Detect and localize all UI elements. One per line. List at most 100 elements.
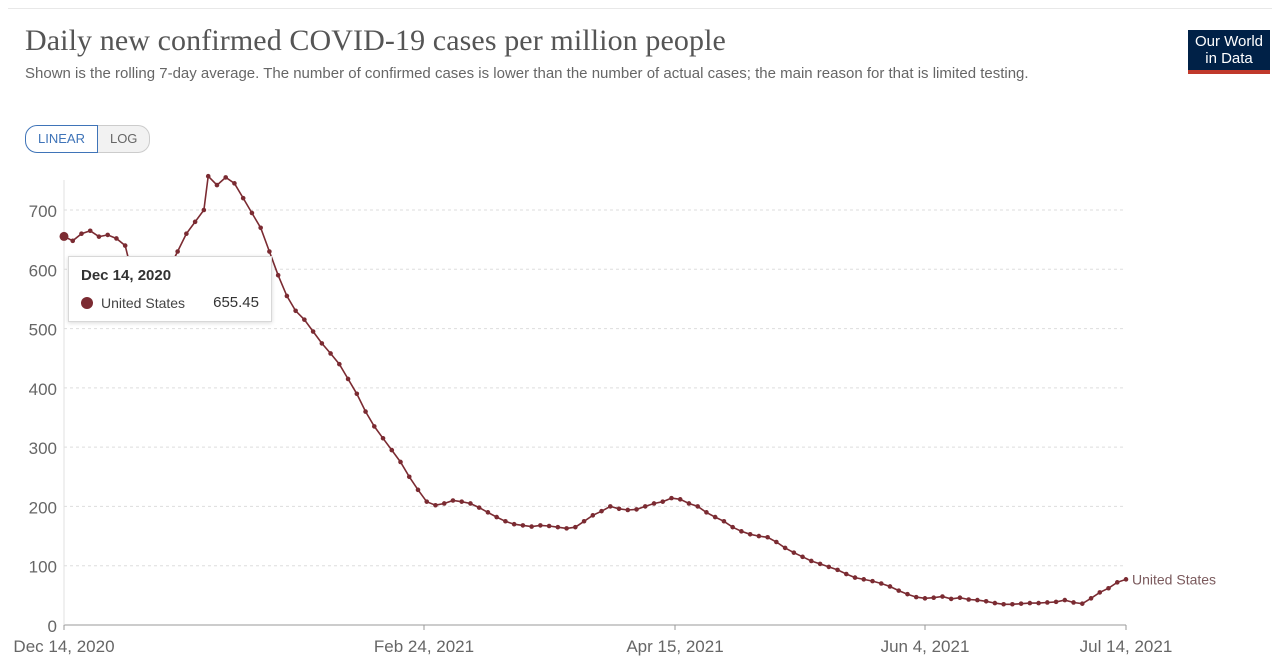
data-point[interactable] [922, 596, 928, 601]
data-point[interactable] [940, 594, 945, 599]
data-point[interactable] [293, 308, 298, 314]
data-point[interactable] [747, 531, 753, 537]
data-point[interactable] [319, 341, 325, 346]
data-point[interactable] [380, 435, 386, 441]
data-point[interactable] [476, 505, 482, 510]
data-point[interactable] [205, 173, 211, 179]
data-point[interactable] [363, 409, 368, 414]
data-point[interactable] [695, 504, 701, 509]
data-point[interactable] [896, 588, 902, 593]
log-scale-button[interactable]: LOG [97, 125, 151, 153]
data-point[interactable] [966, 597, 971, 602]
data-point[interactable] [669, 495, 674, 501]
data-point[interactable] [389, 447, 395, 453]
data-point[interactable] [607, 504, 613, 509]
data-point[interactable] [258, 225, 263, 231]
data-point[interactable] [192, 219, 198, 225]
data-point[interactable] [70, 238, 76, 244]
data-point[interactable] [201, 207, 207, 213]
data-point[interactable] [992, 600, 998, 606]
data-point[interactable] [861, 577, 867, 582]
data-point[interactable] [642, 504, 648, 509]
data-point[interactable] [503, 518, 508, 524]
data-point[interactable] [1071, 600, 1076, 605]
data-point[interactable] [345, 376, 351, 382]
data-point[interactable] [826, 564, 832, 570]
data-point[interactable] [538, 523, 543, 528]
data-point[interactable] [398, 459, 403, 465]
data-point[interactable] [1088, 596, 1094, 601]
data-point[interactable] [485, 510, 491, 515]
data-point[interactable] [87, 228, 93, 234]
data-point[interactable] [1010, 601, 1015, 607]
owid-logo[interactable]: Our World in Data [1188, 30, 1270, 74]
data-point[interactable] [1123, 577, 1129, 582]
data-point[interactable] [948, 596, 954, 602]
linear-scale-button[interactable]: LINEAR [25, 125, 98, 153]
data-point[interactable] [835, 567, 840, 573]
data-point[interactable] [931, 595, 937, 601]
data-point[interactable] [424, 499, 430, 504]
data-point[interactable] [843, 571, 849, 577]
data-point[interactable] [450, 498, 456, 503]
data-point[interactable] [105, 232, 111, 238]
data-point[interactable] [284, 293, 290, 299]
data-point[interactable] [590, 513, 596, 518]
data-point[interactable] [1045, 600, 1050, 605]
data-point[interactable] [878, 581, 884, 586]
data-point[interactable] [1027, 600, 1033, 606]
data-point[interactable] [328, 351, 333, 356]
data-point[interactable] [791, 550, 797, 555]
data-point[interactable] [870, 578, 875, 584]
data-point[interactable] [774, 539, 779, 545]
data-point[interactable] [809, 558, 814, 564]
data-point[interactable] [852, 575, 858, 580]
data-point[interactable] [59, 231, 69, 241]
data-point[interactable] [983, 598, 989, 604]
data-point[interactable] [555, 524, 561, 530]
data-point[interactable] [459, 499, 465, 504]
data-point[interactable] [712, 514, 718, 520]
data-point[interactable] [511, 521, 517, 527]
data-point[interactable] [1053, 599, 1059, 605]
data-point[interactable] [677, 497, 683, 502]
data-point[interactable] [494, 514, 499, 520]
data-point[interactable] [337, 361, 342, 367]
data-point[interactable] [887, 584, 893, 589]
data-point[interactable] [249, 210, 255, 216]
data-point[interactable] [1062, 597, 1068, 603]
data-point[interactable] [756, 533, 762, 539]
series-united-states[interactable]: United States [59, 173, 1217, 607]
data-point[interactable] [441, 501, 447, 506]
data-point[interactable] [520, 523, 526, 528]
data-point[interactable] [651, 501, 657, 506]
data-point[interactable] [660, 499, 666, 504]
data-point[interactable] [354, 391, 360, 397]
data-point[interactable] [1114, 580, 1120, 585]
data-point[interactable] [905, 591, 910, 597]
data-point[interactable] [765, 534, 770, 540]
data-point[interactable] [730, 524, 735, 530]
data-point[interactable] [1018, 601, 1024, 606]
data-point[interactable] [79, 231, 84, 237]
data-point[interactable] [122, 243, 128, 248]
data-point[interactable] [275, 272, 281, 278]
data-point[interactable] [739, 529, 744, 534]
data-point[interactable] [975, 597, 980, 603]
data-point[interactable] [957, 595, 963, 601]
data-point[interactable] [184, 231, 189, 237]
data-point[interactable] [1036, 600, 1041, 606]
data-point[interactable] [468, 501, 473, 506]
data-point[interactable] [223, 175, 229, 180]
data-point[interactable] [721, 518, 727, 524]
data-point[interactable] [267, 249, 272, 254]
data-point[interactable] [175, 249, 180, 254]
data-point[interactable] [240, 195, 246, 201]
data-point[interactable] [232, 181, 237, 186]
data-point[interactable] [1097, 590, 1103, 595]
data-point[interactable] [616, 506, 622, 512]
data-point[interactable] [96, 234, 102, 239]
series-line[interactable] [63, 174, 1127, 606]
data-point[interactable] [214, 182, 220, 188]
data-point[interactable] [302, 317, 307, 322]
